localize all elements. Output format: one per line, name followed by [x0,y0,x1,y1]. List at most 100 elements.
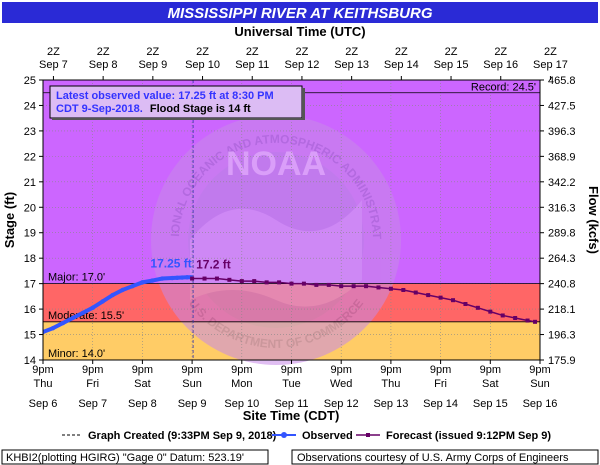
top-tick-hour: 2Z [146,46,159,58]
bottom-tick-day: Thu [381,378,400,390]
legend-forecast-label: Forecast (issued 9:12PM Sep 9) [386,430,551,442]
y-right-tick-label: 240.8 [548,279,576,291]
observed-point [60,320,66,326]
y-right-tick-label: 368.9 [548,151,576,163]
y-axis-right-label: Flow (kcfs) [586,186,600,254]
forecast-point [252,279,257,284]
observed-point [110,292,115,298]
y-tick-label: 15 [24,330,36,342]
forecast-point [533,319,538,324]
bottom-tick-time: 9pm [529,364,550,376]
top-tick-date: Sep 9 [138,59,167,71]
bottom-tick-day: Fri [434,378,447,390]
forecast-point [438,295,443,300]
bottom-tick-date: Sep 13 [373,398,408,410]
y-tick-label: 20 [24,202,36,214]
top-tick-hour: 2Z [246,46,259,58]
bottom-tick-date: Sep 10 [224,398,259,410]
bottom-tick-date: Sep 12 [324,398,359,410]
top-tick-hour: 2Z [494,46,507,58]
y-right-tick-label: 316.3 [548,202,576,214]
y-tick-label: 19 [24,228,36,240]
y-tick-label: 25 [24,75,36,87]
y-tick-label: 22 [24,151,36,163]
top-tick-hour: 2Z [544,46,557,58]
top-tick-date: Sep 11 [235,59,269,71]
legend-created-label: Graph Created (9:33PM Sep 9, 2018) [88,430,277,442]
title-bar [2,2,598,23]
forecast-point [463,302,468,306]
bottom-tick-day: Sun [182,378,202,390]
bottom-tick-time: 9pm [480,364,501,376]
forecast-point [426,293,431,298]
top-tick-date: Sep 15 [434,59,469,71]
forecast-point [475,305,480,310]
y-tick-label: 24 [24,100,36,112]
top-tick-hour: 2Z [97,46,110,58]
top-tick-date: Sep 14 [384,59,419,71]
y-tick-label: 18 [24,253,36,265]
info-line-1: Latest observed value: 17.25 ft at 8:30 … [56,90,274,102]
observed-point [140,280,145,285]
forecast-point [239,279,244,284]
y-tick-label: 16 [24,304,36,316]
forecast-point [326,282,331,287]
record-label: Record: 24.5' [471,82,536,94]
forecast-point [339,284,344,289]
top-tick-hour: 2Z [395,46,408,58]
latest-observation-box: Latest observed value: 17.25 ft at 8:30 … [49,85,305,120]
y-right-tick-label: 196.3 [548,330,576,342]
forecast-point [277,280,282,285]
forecast-point [351,284,356,289]
footer-datum-box [1,449,269,465]
top-tick-hour: 2Z [345,46,358,58]
bottom-tick-time: 9pm [380,364,401,376]
forecast-point [264,280,269,285]
observed-point [80,310,85,316]
bottom-tick-time: 9pm [430,364,451,376]
series-annotations: 17.25 ft 17.2 ft [150,256,230,271]
forecast-annotation: 17.2 ft [196,258,231,272]
observed-point [70,315,76,321]
forecast-point [451,298,456,303]
top-tick-date: Sep 17 [533,59,568,71]
bottom-tick-date: Sep 11 [274,398,308,410]
observed-point [130,283,135,289]
info-line-2: CDT 9-Sep-2018. Flood Stage is 14 ft [56,103,251,115]
forecast-point [190,276,195,281]
top-tick-hour: 2Z [445,46,458,58]
observed-point [160,276,165,281]
forecast-point [364,284,369,289]
top-tick-date: Sep 8 [89,59,118,71]
forecast-point [488,309,493,314]
forecast-point [214,276,219,281]
forecast-point [525,318,530,323]
bottom-tick-time: 9pm [330,364,351,376]
bottom-tick-day: Mon [231,378,252,390]
observed-point [150,278,155,283]
bottom-tick-day: Sun [530,378,550,390]
threshold-label-0: Minor: 14.0' [48,348,105,360]
bottom-tick-time: 9pm [82,364,103,376]
observed-point [170,275,175,281]
top-tick-hour: 2Z [296,46,309,58]
bottom-tick-day: Fri [86,378,99,390]
axis-ticks: 14 15 16 17 18 19 20 21 22 23 24 25 465.8 427.5 396.3 3… [24,46,576,410]
bottom-tick-time: 9pm [281,364,302,376]
bottom-tick-time: 9pm [181,364,202,376]
top-tick-date: Sep 7 [39,59,68,71]
y-axis-label: Stage (ft) [2,192,17,248]
bottom-tick-date: Sep 7 [78,398,107,410]
bottom-tick-date: Sep 15 [473,398,508,410]
observed-point [174,275,180,280]
y-tick-label: 17 [24,279,36,291]
forecast-point [388,286,393,291]
legend: Graph Created (9:33PM Sep 9, 2018) Obser… [62,430,551,442]
y-right-tick-label: 342.2 [548,177,576,189]
top-tick-date: Sep 12 [284,59,319,71]
forecast-point [500,313,505,318]
top-axis-label: Universal Time (UTC) [234,24,365,39]
chart-title: MISSISSIPPI RIVER AT KEITHSBURG [167,5,432,22]
bottom-tick-day: Sat [482,378,499,390]
